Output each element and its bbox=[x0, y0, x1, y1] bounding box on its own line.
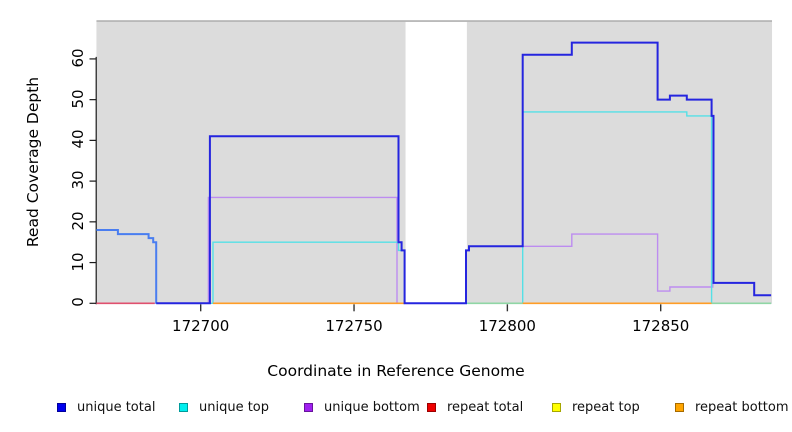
legend-item-repeat-total: repeat total bbox=[427, 398, 523, 416]
legend-swatch-icon bbox=[552, 402, 561, 412]
legend-item-unique-top: unique top bbox=[179, 398, 269, 416]
legend-label: unique bottom bbox=[324, 399, 420, 415]
y-tick-label-10: 10 bbox=[69, 252, 87, 272]
legend-label: repeat top bbox=[572, 399, 640, 415]
legend-item-unique-bottom: unique bottom bbox=[304, 398, 420, 416]
legend-swatch-icon bbox=[57, 402, 66, 412]
legend-swatch-icon bbox=[179, 402, 188, 412]
y-tick-label-50: 50 bbox=[69, 89, 87, 109]
legend-swatch-icon bbox=[675, 402, 684, 412]
legend-label: unique total bbox=[77, 399, 156, 415]
y-axis-title: Read Coverage Depth bbox=[24, 76, 42, 248]
legend-label: repeat bottom bbox=[695, 399, 789, 415]
y-tick-label-0: 0 bbox=[69, 297, 87, 308]
x-axis-title: Coordinate in Reference Genome bbox=[267, 362, 525, 380]
y-tick-label-20: 20 bbox=[69, 211, 87, 231]
x-tick-label-172750: 172750 bbox=[325, 317, 383, 335]
legend-item-repeat-top: repeat top bbox=[552, 398, 640, 416]
panel-top-edge bbox=[96, 20, 773, 22]
legend-item-unique-total: unique total bbox=[57, 398, 155, 416]
y-tick-label-40: 40 bbox=[69, 129, 87, 149]
x-tick-label-172800: 172800 bbox=[478, 317, 536, 335]
x-tick-label-172850: 172850 bbox=[632, 317, 690, 335]
legend-swatch-icon bbox=[304, 402, 313, 412]
shaded-panel-2 bbox=[466, 21, 773, 304]
legend-swatch-icon bbox=[427, 402, 436, 412]
x-tick-label-172700: 172700 bbox=[172, 317, 230, 335]
y-tick-label-60: 60 bbox=[69, 48, 87, 68]
unique-total-line-left bbox=[96, 229, 158, 304]
legend-label: repeat total bbox=[447, 399, 524, 415]
shaded-panel-1 bbox=[96, 21, 406, 304]
unique-total-line bbox=[156, 41, 772, 305]
legend-label: unique top bbox=[199, 399, 270, 415]
legend-item-repeat-bottom: repeat bottom bbox=[675, 398, 789, 416]
chart-legend: unique total unique top unique bottom repea… bbox=[0, 398, 792, 420]
y-tick-label-30: 30 bbox=[69, 170, 87, 190]
